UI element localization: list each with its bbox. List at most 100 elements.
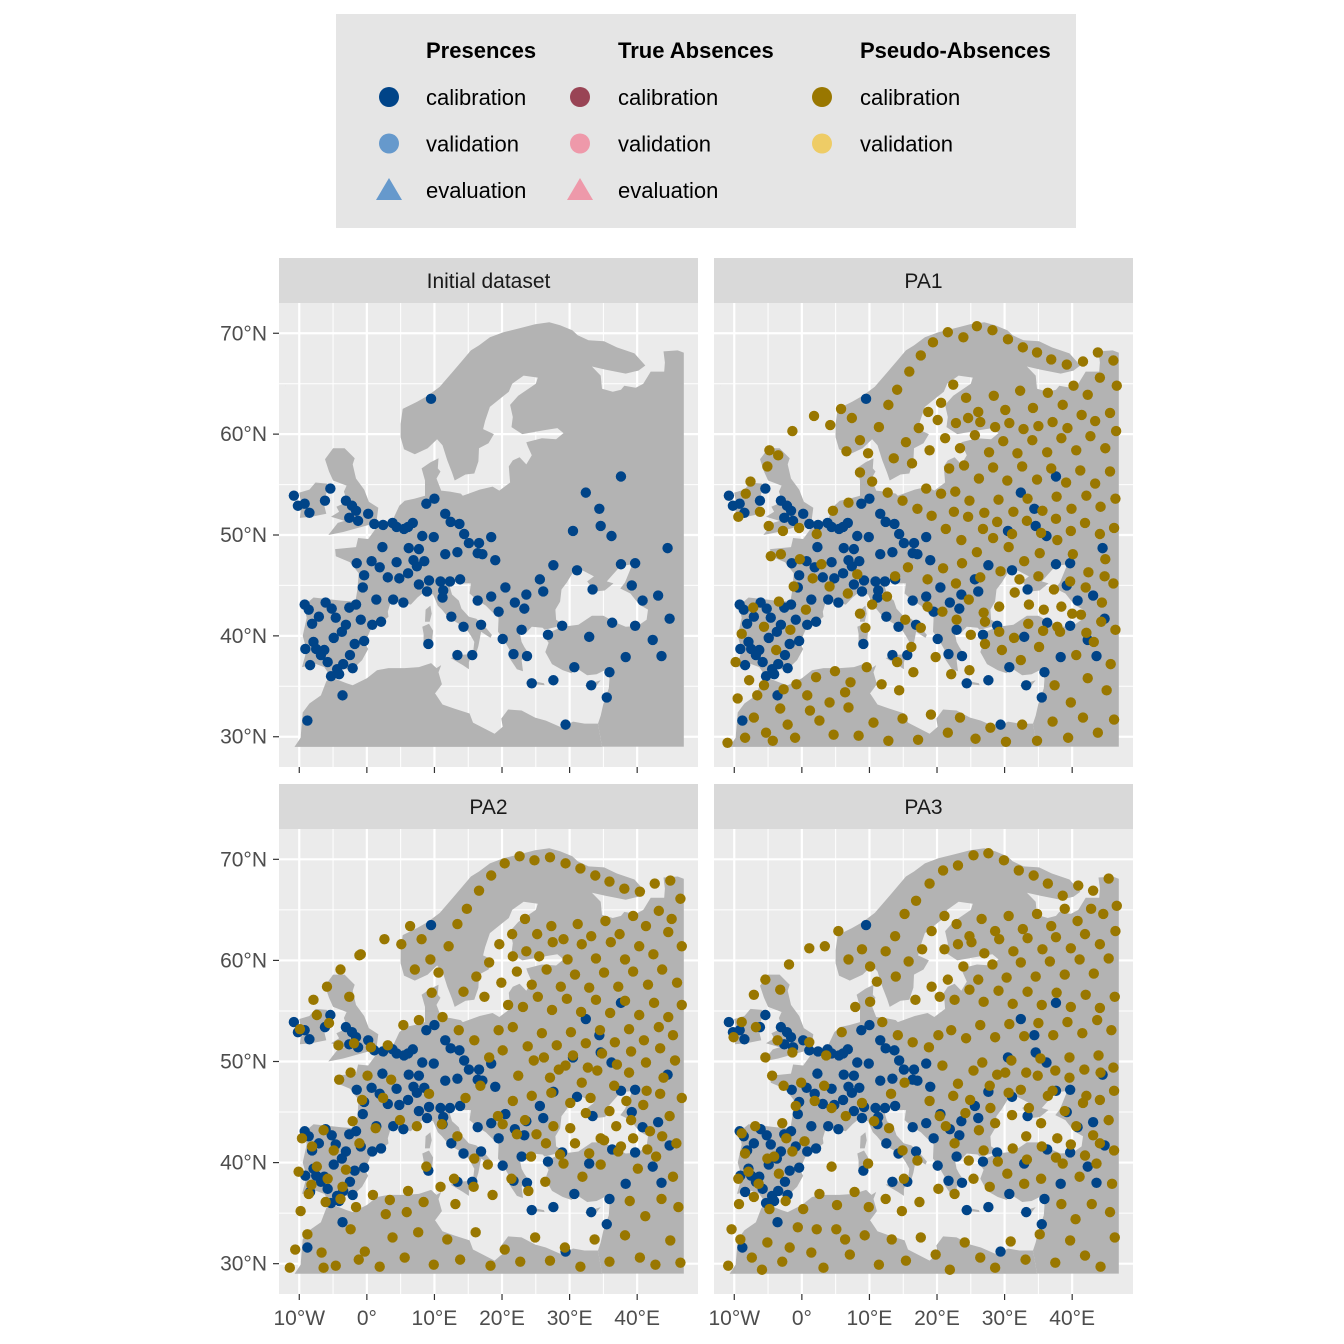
pseudo-absence-point [1062,732,1074,743]
pseudo-absence-point [1046,354,1057,365]
presence-point [363,508,374,520]
pseudo-absence-point [937,606,948,617]
pseudo-absence-point [806,1247,817,1258]
pseudo-absence-point [529,1232,541,1243]
presence-point [1072,595,1083,606]
presence-point [779,512,790,524]
pseudo-absence-point [979,616,991,627]
pseudo-absence-point [321,981,333,992]
presence-point [848,579,860,590]
presence-point [723,490,735,501]
pseudo-absence-point [952,1078,964,1089]
pseudo-absence-point [1065,943,1077,954]
presence-point [829,573,840,584]
pseudo-absence-point [968,1065,979,1076]
legend-label: evaluation [618,178,718,203]
strip-background [714,784,1133,829]
pseudo-absence-point [558,1158,569,1169]
pseudo-absence-point [853,730,864,741]
presence-point [907,1122,918,1133]
pseudo-absence-point [1074,954,1085,965]
pseudo-absence-point [926,510,937,522]
pseudo-absence-point [1034,1229,1045,1240]
pseudo-absence-point [1002,334,1014,345]
pseudo-absence-point [1068,380,1079,391]
pseudo-absence-point [625,1046,637,1057]
pseudo-absence-point [959,1237,970,1248]
presence-point [864,1019,875,1031]
presence-point [548,675,559,686]
pseudo-absence-point [632,1163,644,1174]
pseudo-absence-point [940,523,952,535]
pseudo-absence-point [860,622,871,633]
strip-background [714,258,1133,303]
presence-point [398,1050,410,1061]
pseudo-absence-point [345,1067,356,1078]
presence-point [951,1151,962,1162]
pseudo-absence-point [1007,998,1018,1010]
presence-point [856,1112,868,1124]
presence-point [1029,1030,1040,1041]
pseudo-absence-point [511,966,523,977]
pseudo-absence-point [654,1088,666,1100]
legend-key-circle [379,87,399,107]
presence-point [358,635,370,647]
presence-point [806,1120,817,1132]
pseudo-absence-point [854,467,866,478]
pseudo-absence-point [950,417,962,429]
pseudo-absence-point [935,488,947,499]
pseudo-absence-point [398,1019,409,1031]
presence-point [446,1138,457,1149]
pseudo-absence-point [1080,989,1091,1000]
pseudo-absence-point [1042,387,1054,398]
pseudo-absence-point [667,1030,679,1041]
pseudo-absence-point [915,622,926,633]
pseudo-absence-point [1047,416,1058,428]
presence-point [299,498,310,509]
pseudo-absence-point [1106,1178,1118,1190]
presence-point [357,1108,368,1120]
pseudo-absence-point [933,1183,944,1195]
pseudo-absence-point [553,1064,564,1075]
presence-point [1064,558,1076,569]
presence-point [662,542,673,554]
presence-point [458,621,469,632]
pseudo-absence-point [987,325,998,336]
pseudo-absence-point [1002,475,1013,486]
pseudo-absence-point [492,1110,504,1122]
pseudo-absence-point [306,1179,317,1191]
pseudo-absence-point [978,1145,989,1156]
presence-point [604,1193,615,1205]
pseudo-absence-point [290,1244,301,1255]
pseudo-absence-point [1017,342,1029,353]
pseudo-absence-point [808,410,820,422]
pseudo-absence-point [989,925,1001,937]
pseudo-absence-point [1064,1235,1076,1246]
pseudo-absence-point [964,1094,976,1106]
pseudo-absence-point [470,1227,481,1238]
presence-point [437,592,448,603]
pseudo-absence-point [914,1196,925,1208]
pseudo-absence-point [736,1128,747,1139]
pseudo-absence-point [958,961,969,972]
pseudo-absence-point [318,1125,329,1136]
pseudo-absence-point [845,677,856,688]
presence-point [388,1120,399,1132]
pseudo-absence-point [876,679,887,690]
land-polygon [720,911,721,912]
pseudo-absence-point [1000,404,1011,416]
pseudo-absence-point [828,729,839,740]
pseudo-absence-point [1037,505,1048,516]
pseudo-absence-point [975,1019,986,1031]
presence-point [887,1176,898,1187]
pseudo-absence-point [891,656,903,668]
presence-point [956,1177,968,1189]
presence-point [870,576,881,587]
pseudo-absence-point [354,1138,365,1149]
presence-point [833,523,845,535]
pseudo-absence-point [987,959,998,970]
presence-point [391,557,402,568]
presence-point [887,546,898,558]
presence-point [458,528,470,540]
pseudo-absence-point [1042,1090,1054,1102]
